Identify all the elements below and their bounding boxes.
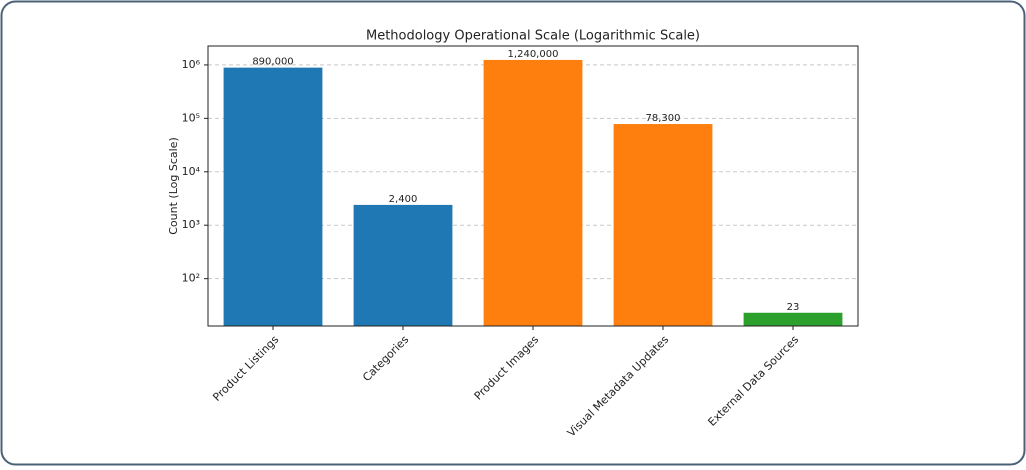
plot-border	[207, 45, 859, 327]
chart-title: Methodology Operational Scale (Logarithm…	[366, 29, 700, 44]
y-tick-label: 10²	[182, 272, 200, 285]
bar	[353, 204, 453, 326]
bar	[223, 67, 323, 327]
value-label: 1,240,000	[508, 49, 559, 60]
value-label: 2,400	[389, 194, 418, 205]
value-label: 23	[787, 302, 800, 313]
bar	[613, 124, 713, 326]
y-tick-label: 10⁶	[182, 58, 201, 71]
bar	[743, 312, 843, 326]
value-label: 890,000	[252, 57, 293, 68]
y-axis-label: Count (Log Scale)	[167, 137, 180, 235]
y-tick-label: 10⁵	[182, 111, 200, 124]
y-tick-label: 10⁴	[182, 165, 201, 178]
bar	[483, 59, 583, 327]
value-label: 78,300	[646, 113, 681, 124]
y-tick-label: 10³	[182, 218, 200, 231]
